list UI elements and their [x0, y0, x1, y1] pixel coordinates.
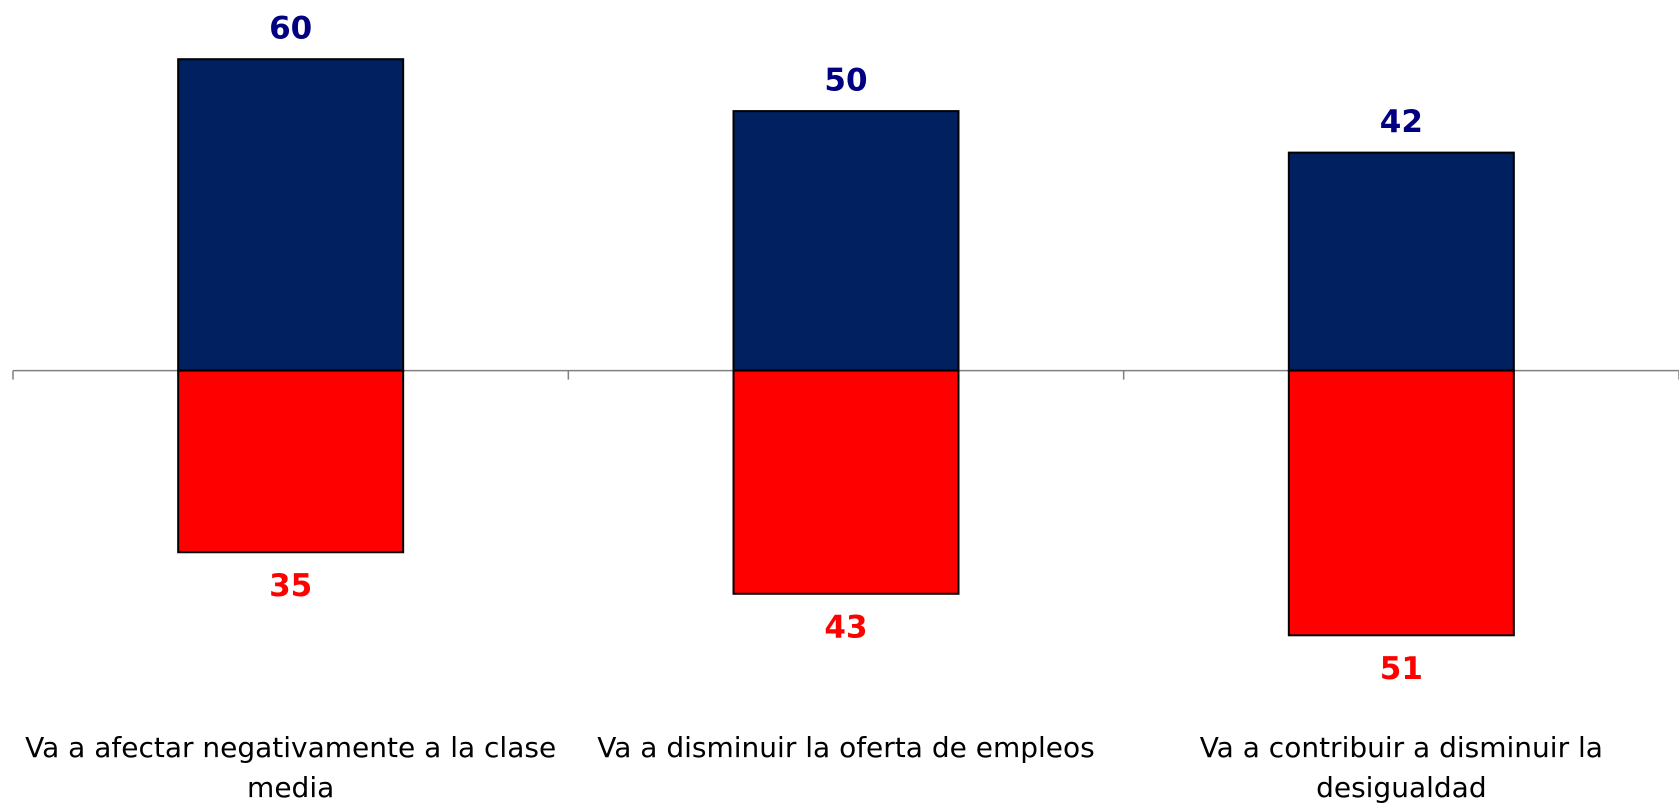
- value-label: 43: [824, 609, 867, 645]
- category-label: Va a afectar negativamente a la clase me…: [25, 731, 557, 804]
- category-label: Va a contribuir a disminuir la desiguald…: [1199, 731, 1603, 804]
- bar: [177, 369, 405, 554]
- bar: [177, 58, 405, 372]
- value-label: 60: [269, 11, 312, 47]
- value-label: 51: [1380, 651, 1423, 687]
- bar: [732, 110, 960, 372]
- bar: [732, 369, 960, 595]
- category-label: Va a disminuir la oferta de empleos: [597, 731, 1095, 764]
- value-label: 50: [824, 63, 867, 99]
- value-label: 42: [1380, 104, 1423, 140]
- bar: [1287, 369, 1515, 637]
- bar: [1287, 151, 1515, 372]
- value-label: 35: [269, 568, 312, 604]
